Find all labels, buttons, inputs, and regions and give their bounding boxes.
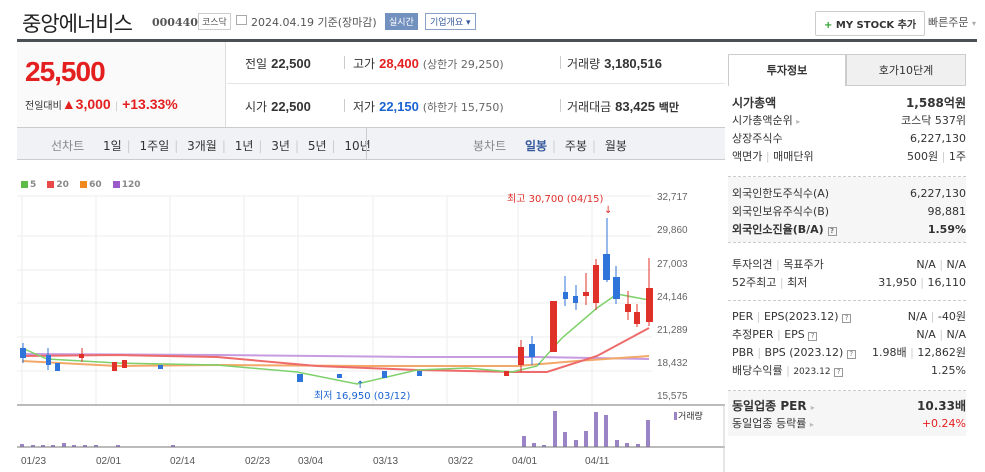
prev-close: 전일 22,500 xyxy=(245,56,311,71)
svg-text:02/23: 02/23 xyxy=(245,456,270,467)
mystock-label: MY STOCK 추가 xyxy=(835,20,917,31)
line-chart-periods: 선차트 1일 | 1주일 | 3개월 | 1년 | 3년 | 5년 | 10년 xyxy=(51,139,371,153)
period-1d[interactable]: 1일 xyxy=(102,139,122,153)
change-percent: +13.33% xyxy=(122,96,178,112)
period-10y[interactable]: 10년 xyxy=(344,139,371,153)
svg-text:01/23: 01/23 xyxy=(21,456,46,467)
svg-text:03/13: 03/13 xyxy=(373,456,398,467)
tab-investment-info[interactable]: 투자정보 xyxy=(728,54,846,86)
change-label: 전일대비 xyxy=(25,101,62,112)
market-badge: 코스닥 xyxy=(198,13,231,30)
svg-text:24,146: 24,146 xyxy=(657,292,688,303)
market-cap-rank-link[interactable]: 시가총액순위 ▸ xyxy=(732,114,801,127)
sector-section: 동일업종 PER ▸ 10.33배 동일업종 등락률 ▸ +0.24% xyxy=(728,391,966,436)
quote-grid: 전일 22,500 고가 28,400 (상한가 29,250) 거래량 3,180,… xyxy=(227,42,725,127)
period-3m[interactable]: 3개월 xyxy=(187,139,217,153)
plus-icon: + xyxy=(824,20,833,31)
date-text: 2024.04.19 기준(장마감) xyxy=(251,16,377,29)
sector-per-link[interactable]: 동일업종 PER ▸ xyxy=(732,399,815,413)
chevron-down-icon: ▾ xyxy=(466,18,471,28)
low-price: 저가 22,150 (하한가 15,750) xyxy=(353,99,504,114)
help-icon[interactable]: ? xyxy=(846,350,856,359)
svg-text:21,289: 21,289 xyxy=(657,325,688,336)
period-1y[interactable]: 1년 xyxy=(234,139,254,153)
period-1w[interactable]: 1주일 xyxy=(139,139,170,153)
svg-text:15,575: 15,575 xyxy=(657,391,688,402)
sector-change-link[interactable]: 동일업종 등락률 ▸ xyxy=(732,417,814,430)
svg-text:최저 16,950 (03/12): 최저 16,950 (03/12) xyxy=(314,390,410,402)
company-overview-label: 기업개요 xyxy=(430,18,464,28)
volume: 거래량 3,180,516 xyxy=(567,56,662,71)
open-price: 시가 22,500 xyxy=(245,99,311,114)
top-divider xyxy=(17,39,977,42)
svg-text:최고 30,700 (04/15): 최고 30,700 (04/15) xyxy=(507,193,603,205)
company-overview-dropdown[interactable]: 기업개요 ▾ xyxy=(425,13,476,30)
svg-text:04/01: 04/01 xyxy=(512,456,537,467)
price-box: 25,500 전일대비▲3,000 | +13.33% xyxy=(17,42,226,127)
add-mystock-button[interactable]: + MY STOCK 추가 xyxy=(815,11,926,36)
svg-text:02/14: 02/14 xyxy=(170,456,195,467)
svg-text:03/22: 03/22 xyxy=(448,456,473,467)
svg-text:↑: ↑ xyxy=(356,380,364,391)
price-change: 전일대비▲3,000 | +13.33% xyxy=(25,96,178,112)
help-icon[interactable]: ? xyxy=(842,314,852,323)
realtime-button[interactable]: 실시간 xyxy=(385,13,418,30)
svg-text:03/04: 03/04 xyxy=(298,456,323,467)
help-icon[interactable]: ? xyxy=(827,227,837,236)
tab-order-book[interactable]: 호가10단계 xyxy=(846,54,966,86)
high-price: 고가 28,400 (상한가 29,250) xyxy=(353,56,504,71)
current-price: 25,500 xyxy=(25,56,106,87)
stock-code: 000440 xyxy=(152,16,198,29)
period-5y[interactable]: 5년 xyxy=(307,139,327,153)
quick-order-label: 빠른주문 xyxy=(928,16,969,29)
svg-text:18,432: 18,432 xyxy=(657,358,688,369)
svg-text:32,717: 32,717 xyxy=(657,192,688,203)
market-cap-section: 시가총액 1,588억원 시가총액순위 ▸ 코스닥 537위 상장주식수 6,227,… xyxy=(732,96,966,163)
svg-text:29,860: 29,860 xyxy=(657,225,688,236)
help-icon[interactable]: ? xyxy=(808,332,818,341)
calendar-icon xyxy=(236,15,247,25)
chart-toolbar: 선차트 1일 | 1주일 | 3개월 | 1년 | 3년 | 5년 | 10년 봉차트 일봉… xyxy=(17,127,725,160)
candle-monthly[interactable]: 월봉 xyxy=(604,139,627,153)
candle-daily[interactable]: 일봉 xyxy=(524,139,548,153)
opinion-section: 투자의견 | 목표주가 N/A | N/A 52주최고 | 최저 31,950 | … xyxy=(732,258,966,289)
quick-order-dropdown[interactable]: 빠른주문 ▾ xyxy=(928,14,976,30)
svg-text:02/01: 02/01 xyxy=(96,456,121,467)
help-icon[interactable]: ? xyxy=(834,368,844,377)
candle-weekly[interactable]: 주봉 xyxy=(564,139,588,153)
valuation-section: PER | EPS(2023.12) ? N/A | -40원 추정PER | E… xyxy=(732,310,966,377)
chart-canvas: 32,717 29,860 27,003 24,146 21,289 18,43… xyxy=(17,192,725,472)
up-triangle-icon: ▲ xyxy=(61,96,76,112)
header: 중앙에너비스 000440 코스닥 2024.04.19 기준(장마감) 실시간… xyxy=(0,0,985,40)
svg-text:27,003: 27,003 xyxy=(657,259,688,270)
change-amount: 3,000 xyxy=(75,96,111,112)
company-name: 중앙에너비스 xyxy=(22,12,133,36)
stock-chart[interactable]: 5 20 60 120 32,717 29,860 27,003 24,146 … xyxy=(17,160,725,472)
foreign-section: 외국인한도주식수(A) 6,227,130 외국인보유주식수(B) 98,881 외… xyxy=(728,177,966,242)
chevron-down-icon: ▾ xyxy=(971,19,976,28)
info-panel: 투자정보 호가10단계 시가총액 1,588억원 시가총액순위 ▸ 코스닥 537위… xyxy=(728,42,977,472)
trade-value: 거래대금 83,425 백만 xyxy=(567,99,680,114)
svg-text:↓: ↓ xyxy=(604,205,612,216)
svg-text:04/11: 04/11 xyxy=(585,456,610,467)
ma-legend: 5 20 60 120 xyxy=(21,180,149,190)
svg-text:거래량: 거래량 xyxy=(678,410,703,422)
period-3y[interactable]: 3년 xyxy=(271,139,290,153)
candle-chart-periods: 봉차트 일봉 | 주봉 | 월봉 xyxy=(473,139,627,153)
